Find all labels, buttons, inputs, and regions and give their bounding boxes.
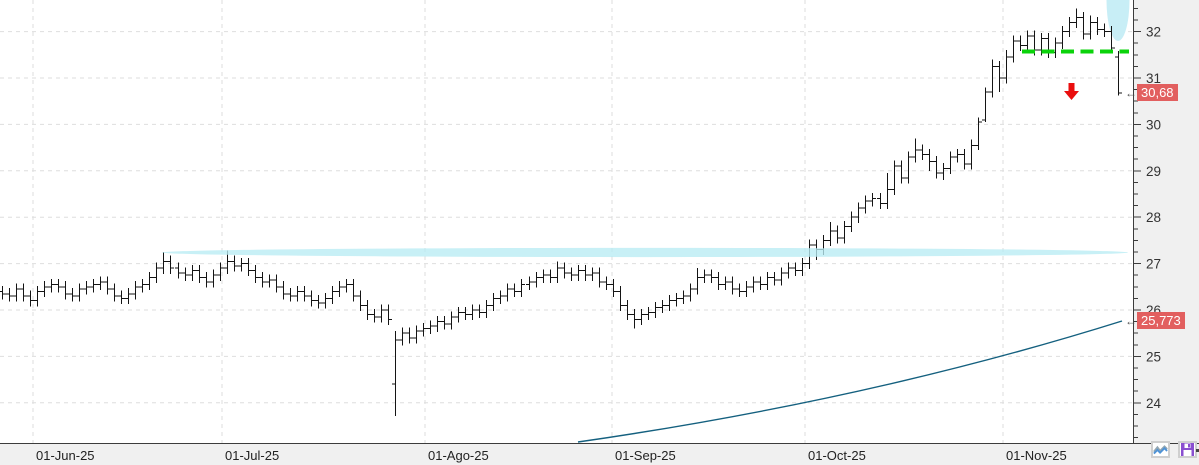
y-axis-label: 27 xyxy=(1146,257,1161,272)
x-axis-label: 01-Jul-25 xyxy=(225,448,280,463)
x-axis-label: 01-Oct-25 xyxy=(808,448,866,463)
x-axis-panel xyxy=(0,444,1199,465)
save-button[interactable] xyxy=(1178,441,1197,458)
y-axis-label: 28 xyxy=(1146,210,1161,225)
y-axis-label: 32 xyxy=(1146,25,1161,40)
y-axis-label: 24 xyxy=(1146,396,1162,411)
y-axis-label: 31 xyxy=(1146,71,1161,86)
floppy-disk-icon xyxy=(1181,443,1194,456)
last-price-pointer-icon: ← xyxy=(1125,85,1137,100)
x-axis-label: 01-Sep-25 xyxy=(615,448,676,463)
y-axis-label: 30 xyxy=(1146,117,1161,132)
partial-toolbar-icon xyxy=(1196,449,1199,452)
trend-value-pointer-icon: ← xyxy=(1125,313,1137,328)
x-axis-label: 01-Nov-25 xyxy=(1006,448,1067,463)
last-price-tag: 30,68 xyxy=(1137,84,1178,102)
chart-style-button[interactable] xyxy=(1151,441,1170,458)
y-axis-label: 25 xyxy=(1146,349,1161,364)
x-axis-label: 01-Ago-25 xyxy=(428,448,489,463)
x-axis-label: 01-Jun-25 xyxy=(36,448,95,463)
trend-value-tag: 25,773 xyxy=(1137,312,1185,330)
zigzag-lines-icon xyxy=(1153,444,1168,454)
y-axis-label: 29 xyxy=(1146,164,1161,179)
